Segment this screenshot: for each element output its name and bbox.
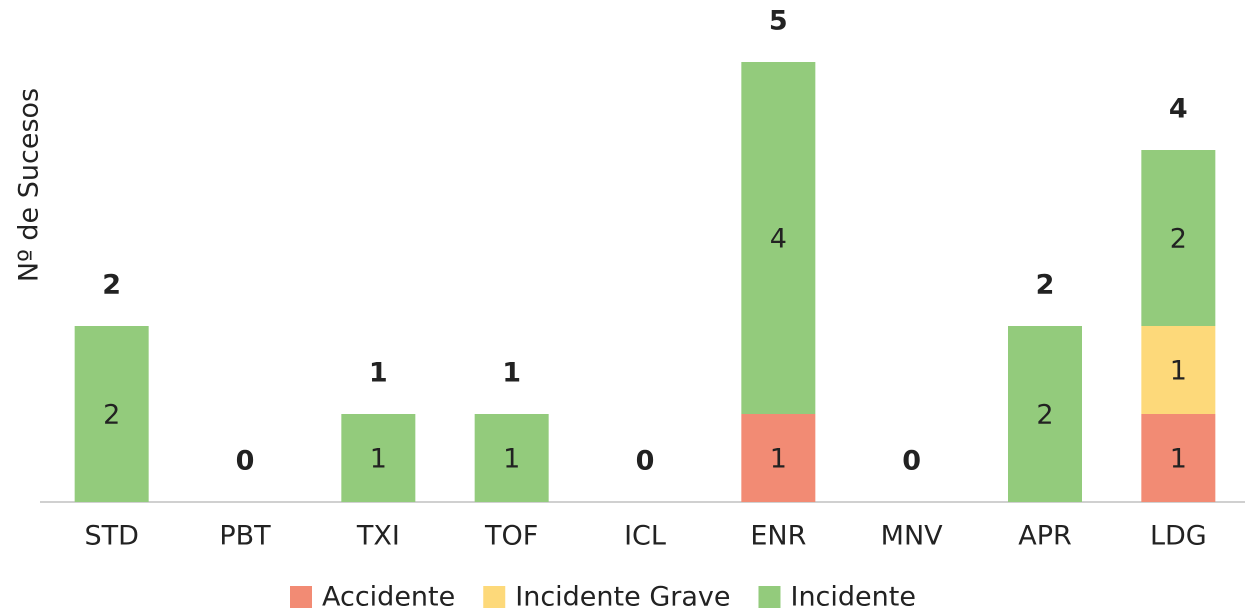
- segment-label: 1: [1170, 444, 1187, 475]
- legend-label: Incidente: [790, 582, 915, 612]
- x-tick-label: TXI: [356, 521, 400, 552]
- total-label: 2: [102, 270, 121, 301]
- bar-segment: [741, 62, 816, 414]
- legend-label: Accidente: [322, 582, 455, 612]
- x-tick-label: ENR: [750, 521, 806, 552]
- bar-segment: [341, 414, 416, 502]
- legend-swatch: [758, 586, 781, 608]
- legend-swatch: [483, 586, 506, 608]
- segment-label: 1: [1170, 356, 1187, 387]
- segment-label: 2: [1036, 400, 1053, 431]
- legend-label: Incidente Grave: [515, 582, 730, 612]
- segment-label: 1: [770, 444, 787, 475]
- bar-segment: [74, 326, 149, 502]
- x-tick-label: PBT: [219, 521, 271, 552]
- total-label: 5: [769, 6, 788, 37]
- segment-label: 2: [1170, 224, 1187, 255]
- x-tick-label: LDG: [1150, 521, 1207, 552]
- bar-segment: [474, 414, 549, 502]
- segment-label: 4: [770, 224, 787, 255]
- total-label: 0: [236, 446, 255, 477]
- x-tick-label: ICL: [624, 521, 666, 552]
- total-label: 4: [1169, 94, 1188, 125]
- legend-swatch: [290, 586, 312, 608]
- x-tick-label: TOF: [484, 521, 538, 552]
- total-label: 0: [902, 446, 921, 477]
- x-tick-label: MNV: [881, 521, 943, 552]
- bar-segment: [741, 414, 816, 502]
- total-label: 0: [636, 446, 655, 477]
- bar-segment: [1141, 414, 1216, 502]
- x-tick-label: APR: [1018, 521, 1072, 552]
- bar-segment: [1008, 326, 1082, 502]
- x-tick-label: STD: [84, 521, 138, 552]
- segment-label: 2: [103, 400, 120, 431]
- total-label: 1: [502, 358, 521, 389]
- bar-segment: [1141, 150, 1216, 326]
- y-axis-label: Nº de Sucesos: [14, 88, 45, 282]
- total-label: 1: [369, 358, 388, 389]
- bar-segment: [1141, 326, 1216, 414]
- total-label: 2: [1036, 270, 1055, 301]
- segment-label: 1: [370, 444, 387, 475]
- segment-label: 1: [503, 444, 520, 475]
